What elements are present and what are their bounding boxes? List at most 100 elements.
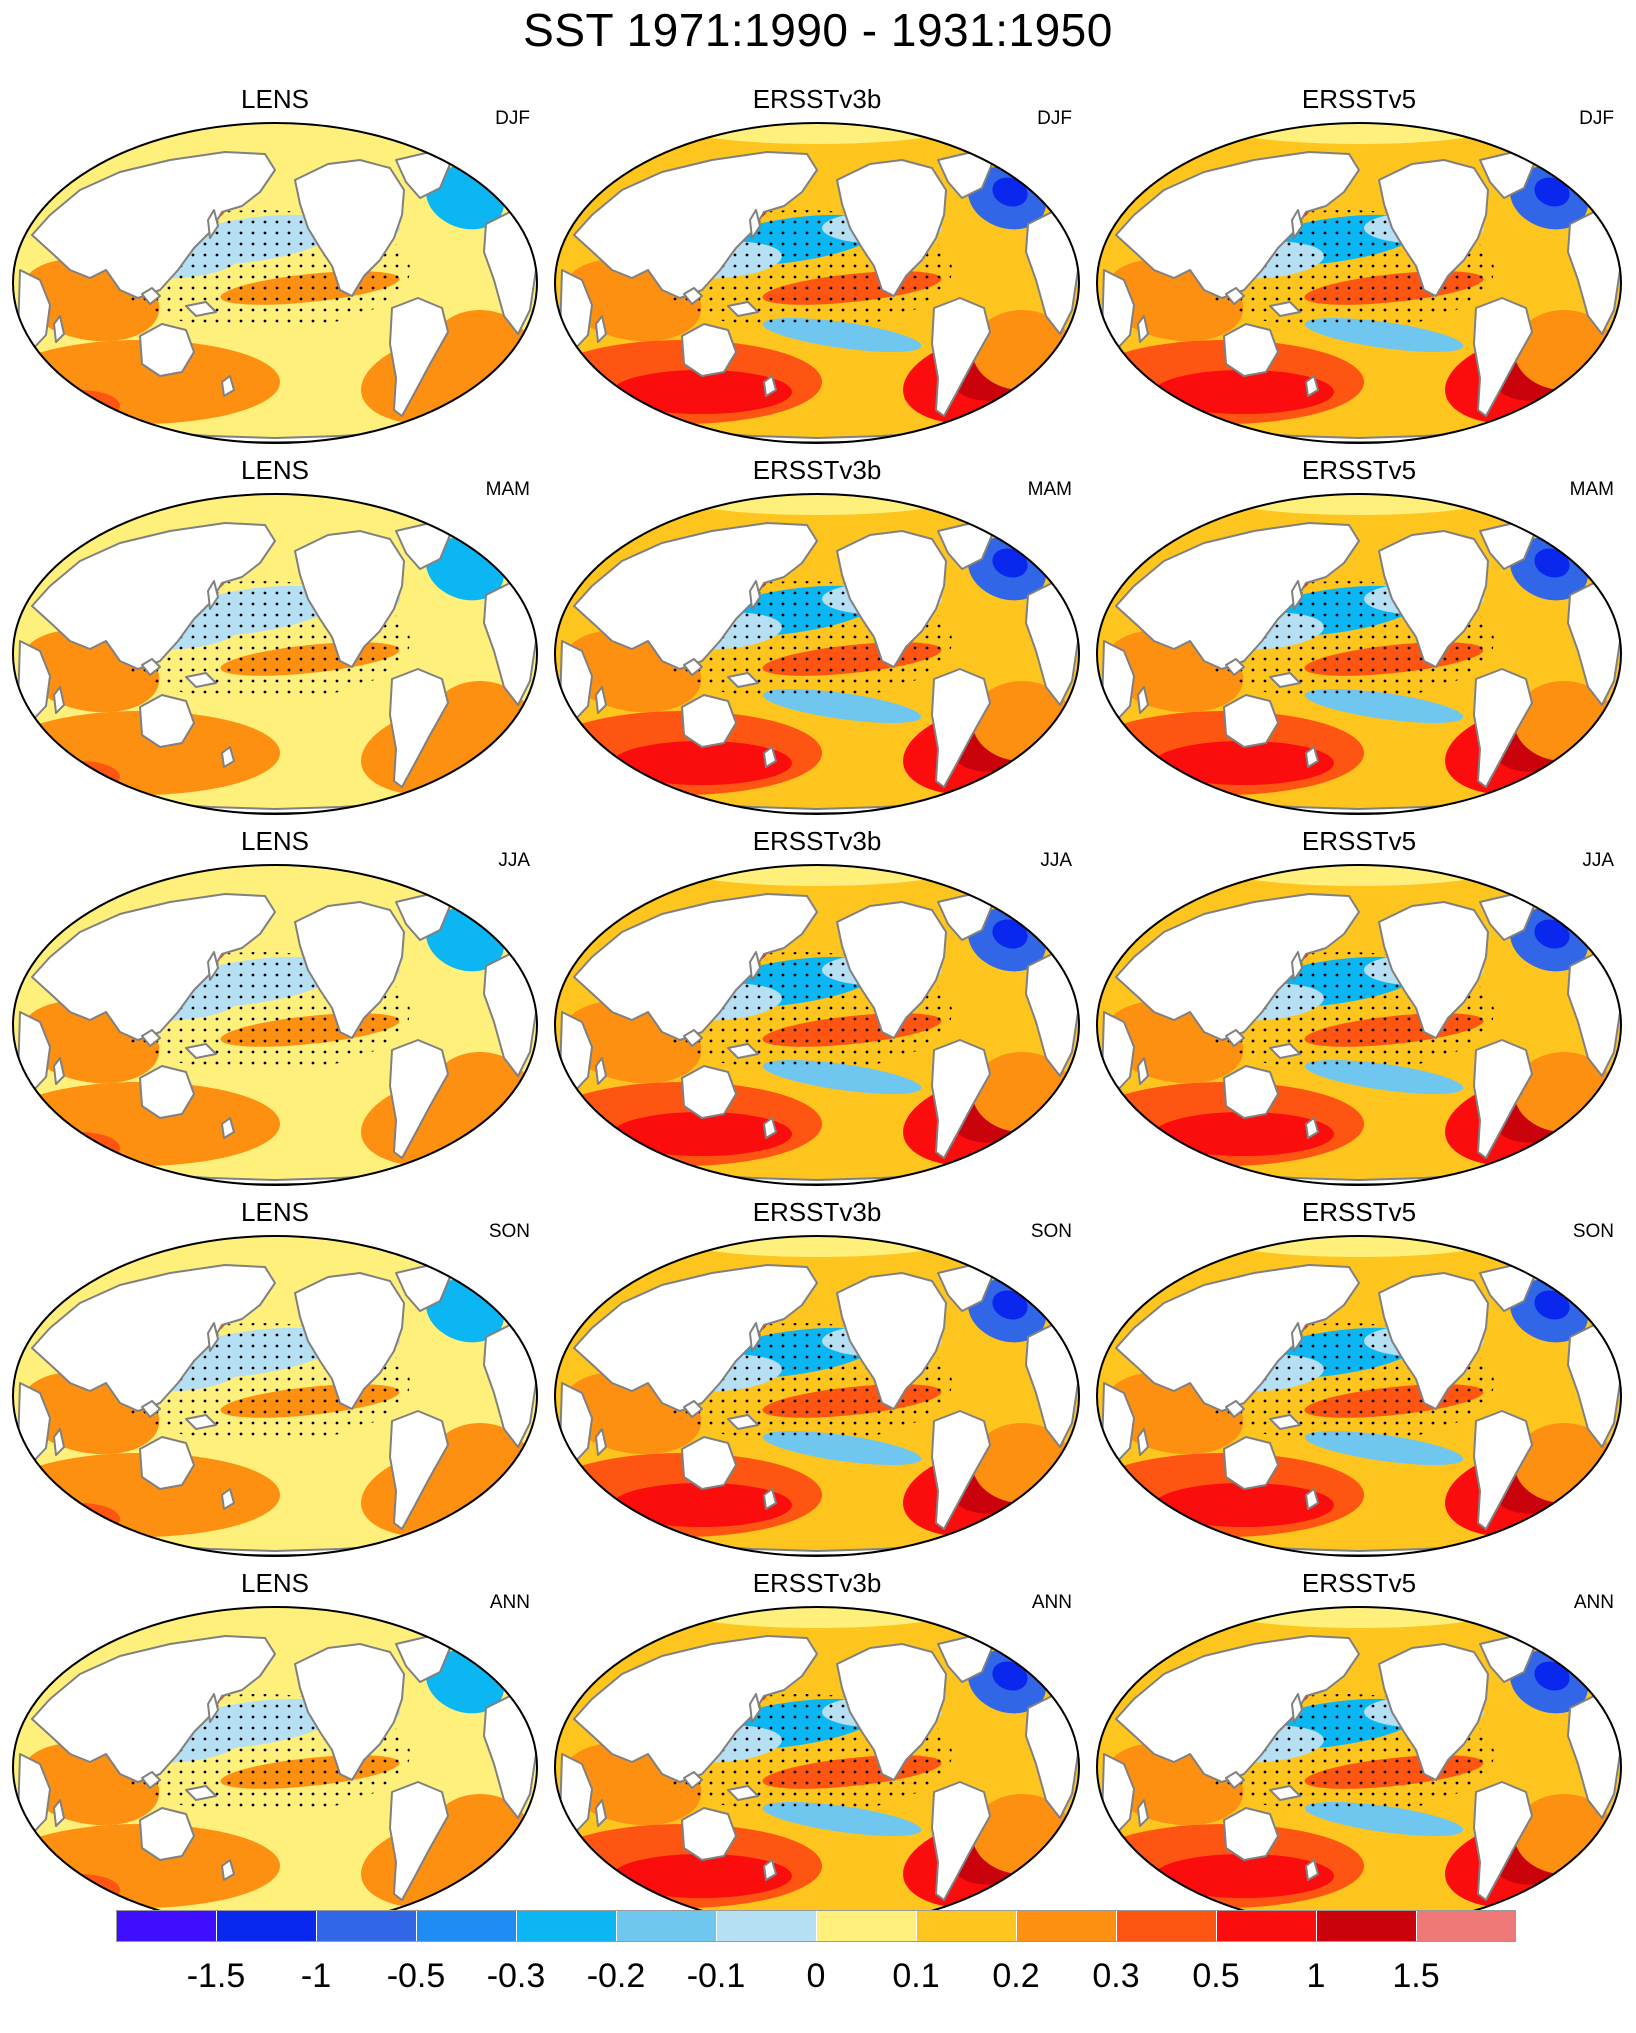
landmass-japan	[207, 1322, 219, 1352]
landmass-australia	[1223, 694, 1279, 748]
panel-ersstv5-mam: ERSSTv5 MAM	[1094, 455, 1624, 817]
landmass-nz	[1305, 1117, 1319, 1139]
landmass-madagascar	[595, 1057, 607, 1085]
panel-season-label: MAM	[1569, 479, 1614, 500]
landmass-nz	[1305, 375, 1319, 397]
landmass-madagascar	[595, 1428, 607, 1456]
landmass-australia	[1223, 323, 1279, 377]
landmass-borneo	[1225, 287, 1245, 305]
map-outline	[12, 122, 538, 444]
panel-title: ERSSTv5	[1301, 84, 1417, 114]
world-map	[1096, 1235, 1622, 1557]
sst-difference-map	[552, 1233, 1082, 1559]
landmass-borneo	[683, 287, 703, 305]
landmass-northAmerica	[294, 1272, 405, 1410]
sst-difference-map	[1094, 491, 1624, 817]
landmass-northAmerica	[836, 159, 947, 297]
colorbar-tick-label: 0	[806, 1957, 826, 1995]
landmass-japan	[1291, 951, 1303, 981]
panel-ersstv3b-djf: ERSSTv3b DJF	[552, 84, 1082, 446]
landmass-madagascar	[1137, 315, 1149, 343]
landmass-uk	[1569, 915, 1583, 933]
sst-difference-map	[10, 1233, 540, 1559]
panel-ersstv5-djf: ERSSTv5 DJF	[1094, 84, 1624, 446]
landmass-newguinea	[727, 1414, 759, 1430]
landmass-nz	[763, 1859, 777, 1881]
panel-title: LENS	[241, 1568, 309, 1598]
world-map	[554, 122, 1080, 444]
landmass-madagascar	[1137, 1799, 1149, 1827]
colorbar-tick-label: 0.3	[1092, 1957, 1140, 1995]
panel-title: LENS	[241, 84, 309, 114]
landmass-uk	[1569, 544, 1583, 562]
sst-difference-map	[10, 862, 540, 1188]
panel-season-label: SON	[1030, 1221, 1072, 1242]
landmass-southAmerica	[389, 1410, 449, 1530]
landmass-newguinea	[185, 1043, 217, 1059]
landmass-japan	[207, 1693, 219, 1723]
map-outline	[1096, 1235, 1622, 1557]
landmass-japan	[749, 1693, 761, 1723]
world-map	[554, 493, 1080, 815]
landmass-southAmerica	[931, 668, 991, 788]
landmass-australia	[139, 1807, 195, 1861]
landmass-australia	[1223, 1436, 1279, 1490]
panel-title: ERSSTv3b	[752, 1568, 882, 1598]
landmass-madagascar	[595, 315, 607, 343]
landmass-japan	[1291, 209, 1303, 239]
landmass-uk	[1027, 173, 1041, 191]
map-outline	[1096, 122, 1622, 444]
landmass-japan	[1291, 1322, 1303, 1352]
colorbar-frame	[116, 1910, 1516, 1942]
landmass-madagascar	[1137, 1428, 1149, 1456]
panel-lens-djf: LENS DJF	[10, 84, 540, 446]
landmass-madagascar	[1137, 686, 1149, 714]
panel-season-label: ANN	[1031, 1592, 1072, 1613]
landmass-nz	[1305, 1859, 1319, 1881]
landmass-newguinea	[727, 1785, 759, 1801]
landmass-australia	[681, 1065, 737, 1119]
landmass-australia	[1223, 1065, 1279, 1119]
landmass-uk	[1569, 173, 1583, 191]
sst-difference-map	[1094, 1233, 1624, 1559]
panel-title: LENS	[241, 455, 309, 485]
landmass-japan	[749, 580, 761, 610]
landmass-newguinea	[1269, 672, 1301, 688]
panel-title: LENS	[241, 1197, 309, 1227]
world-map	[12, 122, 538, 444]
landmass-southAmerica	[931, 1781, 991, 1901]
landmass-japan	[749, 1322, 761, 1352]
landmass-uk	[485, 544, 499, 562]
panel-ersstv5-jja: ERSSTv5 JJA	[1094, 826, 1624, 1188]
panel-season-label: DJF	[1037, 108, 1072, 129]
sst-difference-map	[552, 120, 1082, 446]
landmass-japan	[749, 951, 761, 981]
map-outline	[554, 1235, 1080, 1557]
panel-season-label: DJF	[495, 108, 530, 129]
landmass-uk	[1027, 544, 1041, 562]
landmass-madagascar	[595, 1799, 607, 1827]
landmass-madagascar	[595, 686, 607, 714]
landmass-australia	[139, 1436, 195, 1490]
colorbar-tick-label: -0.2	[586, 1957, 646, 1995]
landmass-southAmerica	[1473, 1410, 1533, 1530]
landmass-newguinea	[185, 1414, 217, 1430]
landmass-borneo	[141, 1029, 161, 1047]
colorbar-tick-label: 1.5	[1392, 1957, 1440, 1995]
landmass-newguinea	[1269, 1785, 1301, 1801]
panel-season-label: JJA	[1040, 850, 1072, 871]
landmass-southAmerica	[1473, 297, 1533, 417]
landmass-northAmerica	[836, 1272, 947, 1410]
landmass-newguinea	[1269, 1043, 1301, 1059]
map-outline	[1096, 493, 1622, 815]
panel-season-label: DJF	[1579, 108, 1614, 129]
landmass-northAmerica	[836, 1643, 947, 1781]
landmass-southAmerica	[931, 1039, 991, 1159]
sst-difference-map	[10, 120, 540, 446]
landmass-northAmerica	[836, 901, 947, 1039]
colorbar-tick-label: 0.1	[892, 1957, 940, 1995]
landmass-madagascar	[53, 1428, 65, 1456]
landmass-nz	[763, 1117, 777, 1139]
map-outline	[12, 864, 538, 1186]
landmass-northAmerica	[1378, 1643, 1489, 1781]
